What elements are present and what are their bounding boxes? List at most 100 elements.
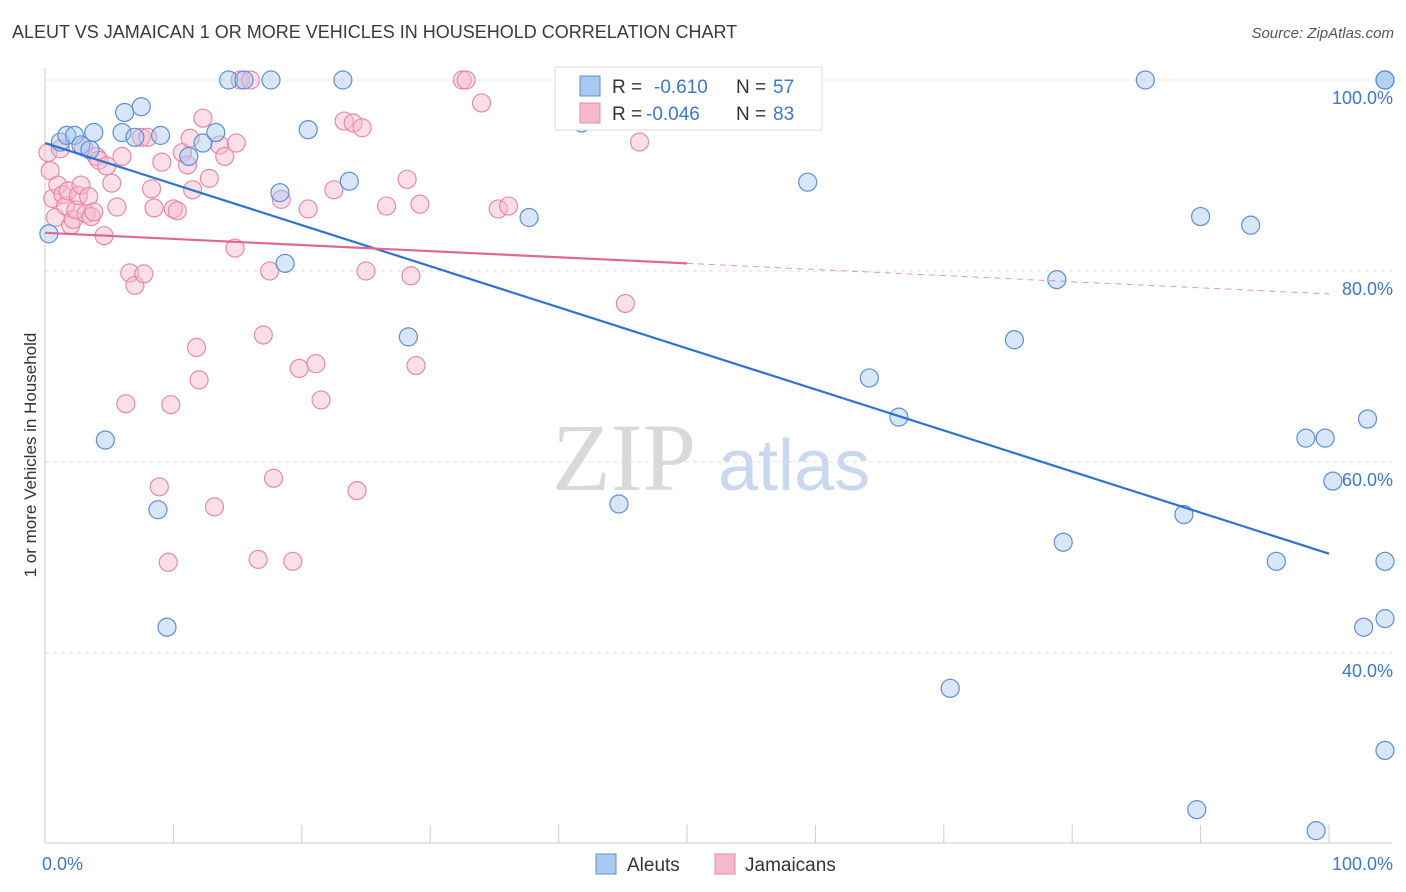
- y-tick-label-2: 60.0%: [1342, 470, 1393, 490]
- jamaicans-point-60: [283, 551, 303, 571]
- aleuts-point-32: [798, 172, 818, 192]
- jamaicans-point-50: [215, 146, 235, 166]
- jamaicans-point-71: [376, 196, 397, 216]
- aleuts-point-10: [125, 127, 145, 147]
- jamaicans-point-61: [289, 358, 309, 379]
- y-tick-labels: 100.0% 80.0% 60.0% 40.0%: [1332, 88, 1393, 681]
- chart-source: Source: ZipAtlas.com: [1251, 25, 1394, 42]
- aleuts-point-6: [84, 122, 104, 143]
- legend-bottom: Aleuts Jamaicans: [595, 853, 836, 876]
- watermark-atlas: atlas: [718, 426, 870, 506]
- aleuts-point-7: [95, 430, 115, 450]
- y-tick-label-1: 80.0%: [1342, 279, 1393, 299]
- jamaicans-point-49: [210, 135, 230, 155]
- x-tick-labels: 0.0% 100.0%: [42, 854, 1393, 874]
- jamaicans-point-25: [112, 146, 132, 166]
- jamaicans-point-6: [53, 185, 73, 205]
- aleuts-point-16: [193, 133, 213, 153]
- legend-jam-r-label: R =: [612, 104, 642, 125]
- jamaicans-point-4: [48, 175, 68, 195]
- jamaicans-point-48: [204, 497, 225, 517]
- jamaicans-point-37: [161, 395, 181, 415]
- legend-jam-r-value: -0.046: [646, 104, 700, 125]
- aleuts-point-50: [1357, 409, 1378, 429]
- aleuts-point-22: [275, 253, 295, 273]
- jamaicans-point-18: [84, 202, 104, 222]
- legend-jam-swatch: [579, 102, 601, 124]
- x-tick-label-1: 100.0%: [1332, 854, 1393, 874]
- aleuts-point-43: [1241, 215, 1261, 235]
- aleuts-trend-line: [44, 141, 1330, 555]
- jamaicans-point-30: [134, 264, 154, 284]
- aleuts-point-37: [1047, 269, 1067, 290]
- jamaicans-point-16: [79, 186, 99, 207]
- aleuts-points: [39, 70, 1395, 841]
- aleuts-point-8: [112, 122, 132, 143]
- aleuts-point-12: [148, 500, 168, 520]
- jamaicans-point-81: [615, 293, 635, 314]
- jamaicans-point-45: [189, 370, 209, 390]
- jamaicans-point-32: [141, 179, 162, 199]
- jamaicans-point-33: [144, 198, 164, 218]
- jamaicans-point-51: [225, 238, 245, 258]
- jamaicans-point-58: [263, 468, 284, 488]
- aleuts-point-9: [115, 102, 135, 123]
- jamaicans-point-13: [71, 175, 91, 195]
- aleuts-point-56: [1375, 70, 1395, 90]
- jamaicans-point-62: [298, 199, 318, 219]
- jamaicans-point-52: [226, 133, 246, 153]
- jamaicans-point-54: [240, 70, 261, 90]
- watermark: ZIP atlas: [552, 404, 870, 511]
- legend-aleut-swatch: [579, 75, 601, 97]
- aleuts-point-49: [1354, 617, 1374, 637]
- jamaicans-point-29: [131, 127, 151, 147]
- legend-bottom-jam-swatch: [714, 853, 736, 875]
- jamaicans-point-69: [352, 118, 372, 138]
- jamaicans-point-70: [356, 261, 376, 281]
- jamaicans-point-78: [471, 93, 492, 113]
- jamaicans-point-64: [311, 390, 331, 410]
- jamaicans-point-34: [149, 477, 169, 497]
- aleuts-point-39: [1135, 70, 1155, 90]
- jamaicans-point-67: [343, 113, 363, 133]
- aleuts-point-53: [1375, 551, 1395, 571]
- legend-top: R = -0.610 N = 57 R = -0.046 N = 83: [554, 66, 823, 131]
- jamaicans-point-77: [456, 70, 476, 90]
- jamaicans-point-72: [397, 169, 417, 189]
- aleuts-point-13: [150, 125, 171, 145]
- aleuts-point-30: [609, 494, 629, 514]
- aleuts-point-2: [57, 125, 77, 145]
- aleuts-point-41: [1187, 800, 1207, 820]
- aleuts-point-20: [261, 70, 281, 90]
- jamaicans-point-80: [498, 196, 519, 216]
- aleuts-point-52: [1375, 740, 1395, 761]
- grid-lines: [45, 79, 1392, 654]
- aleuts-point-38: [1053, 532, 1073, 552]
- legend-bottom-jam-label: Jamaicans: [745, 855, 836, 876]
- aleuts-point-48: [1323, 471, 1343, 491]
- legend-aleut-r-value: -0.610: [654, 77, 708, 98]
- jamaicans-point-56: [253, 325, 273, 345]
- aleuts-point-24: [333, 70, 353, 90]
- aleuts-point-27: [519, 207, 539, 228]
- jamaicans-point-27: [120, 263, 140, 283]
- jamaicans-point-55: [248, 549, 268, 570]
- legend-bottom-aleut-label: Aleuts: [627, 855, 680, 876]
- legend-aleut-n-label: N =: [736, 77, 766, 98]
- axes: [44, 68, 1392, 844]
- aleuts-point-51: [1375, 609, 1395, 629]
- aleuts-point-11: [131, 97, 151, 117]
- jamaicans-point-63: [306, 354, 326, 374]
- aleuts-point-26: [398, 327, 418, 347]
- aleuts-point-17: [206, 122, 226, 143]
- aleuts-point-18: [219, 70, 239, 90]
- aleuts-point-35: [940, 678, 960, 698]
- jamaicans-point-65: [324, 180, 344, 200]
- aleuts-point-21: [270, 183, 290, 203]
- trend-lines: [44, 141, 1330, 555]
- jamaicans-point-36: [158, 552, 178, 572]
- legend-aleut-n-value: 57: [773, 77, 794, 98]
- jamaicans-point-74: [406, 355, 426, 376]
- aleuts-point-44: [1266, 551, 1286, 571]
